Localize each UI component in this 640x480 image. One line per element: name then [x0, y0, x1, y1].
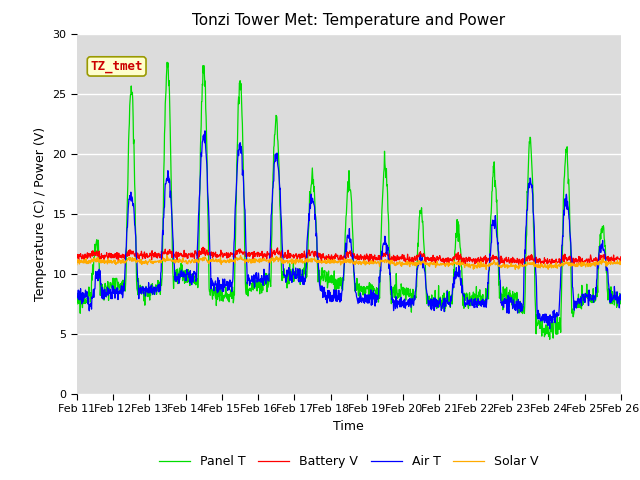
Solar V: [617, 260, 625, 265]
Air T: [617, 291, 625, 297]
Line: Solar V: Solar V: [77, 255, 621, 269]
Solar V: [505, 263, 513, 268]
Panel T: [434, 303, 442, 309]
Panel T: [73, 301, 81, 307]
Air T: [434, 304, 442, 310]
Air T: [553, 310, 561, 315]
Y-axis label: Temperature (C) / Power (V): Temperature (C) / Power (V): [34, 127, 47, 300]
Air T: [505, 306, 513, 312]
Solar V: [255, 256, 263, 262]
Panel T: [163, 60, 171, 65]
Solar V: [163, 252, 171, 258]
Panel T: [546, 336, 554, 342]
Battery V: [617, 254, 625, 260]
Panel T: [181, 271, 189, 277]
Solar V: [181, 259, 189, 264]
Air T: [255, 278, 263, 284]
Air T: [180, 274, 188, 279]
Solar V: [73, 262, 81, 267]
Air T: [194, 235, 202, 240]
Battery V: [255, 250, 263, 256]
Battery V: [434, 255, 442, 261]
Solar V: [553, 263, 561, 268]
Battery V: [553, 259, 561, 265]
X-axis label: Time: Time: [333, 420, 364, 432]
Solar V: [511, 266, 519, 272]
Battery V: [199, 244, 207, 250]
Title: Tonzi Tower Met: Temperature and Power: Tonzi Tower Met: Temperature and Power: [192, 13, 506, 28]
Line: Panel T: Panel T: [77, 62, 621, 339]
Text: TZ_tmet: TZ_tmet: [90, 60, 143, 73]
Panel T: [255, 285, 263, 290]
Panel T: [195, 279, 202, 285]
Battery V: [180, 253, 188, 259]
Battery V: [505, 255, 513, 261]
Solar V: [195, 260, 202, 266]
Panel T: [505, 290, 513, 296]
Battery V: [194, 251, 202, 256]
Air T: [73, 296, 81, 301]
Line: Air T: Air T: [77, 131, 621, 329]
Legend: Panel T, Battery V, Air T, Solar V: Panel T, Battery V, Air T, Solar V: [154, 450, 544, 473]
Solar V: [434, 262, 442, 268]
Battery V: [577, 263, 584, 268]
Battery V: [73, 255, 81, 261]
Air T: [201, 128, 209, 134]
Air T: [546, 326, 554, 332]
Panel T: [553, 323, 561, 329]
Panel T: [617, 299, 625, 304]
Line: Battery V: Battery V: [77, 247, 621, 265]
